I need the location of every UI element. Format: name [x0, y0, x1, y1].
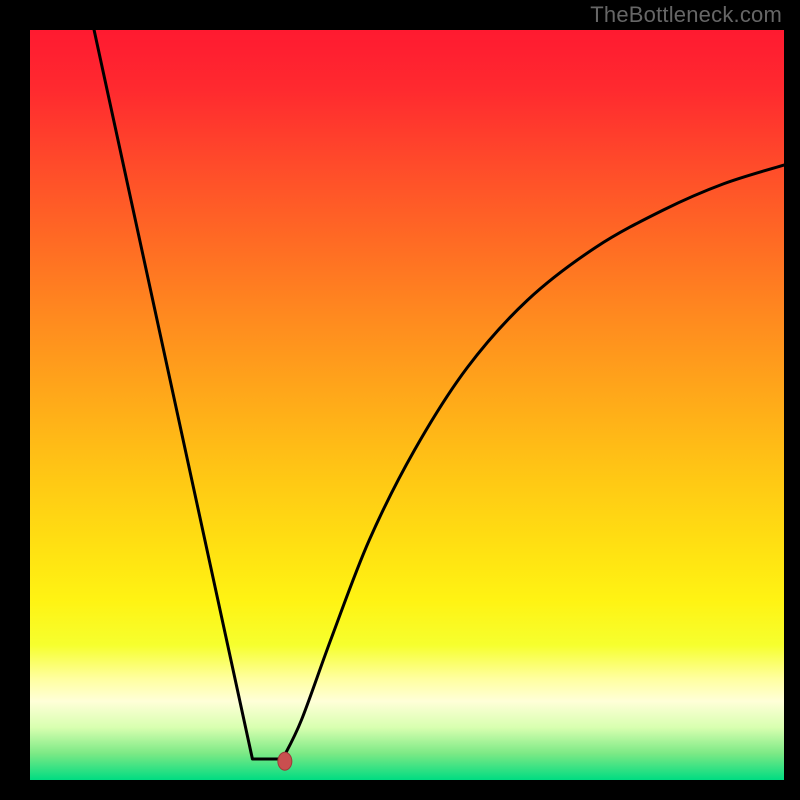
curve-layer: [30, 30, 784, 780]
chart-root: TheBottleneck.com: [0, 0, 800, 800]
watermark-text: TheBottleneck.com: [590, 2, 782, 28]
plot-area: [30, 30, 784, 780]
optimum-marker: [278, 752, 292, 770]
gradient-background: [30, 30, 784, 780]
